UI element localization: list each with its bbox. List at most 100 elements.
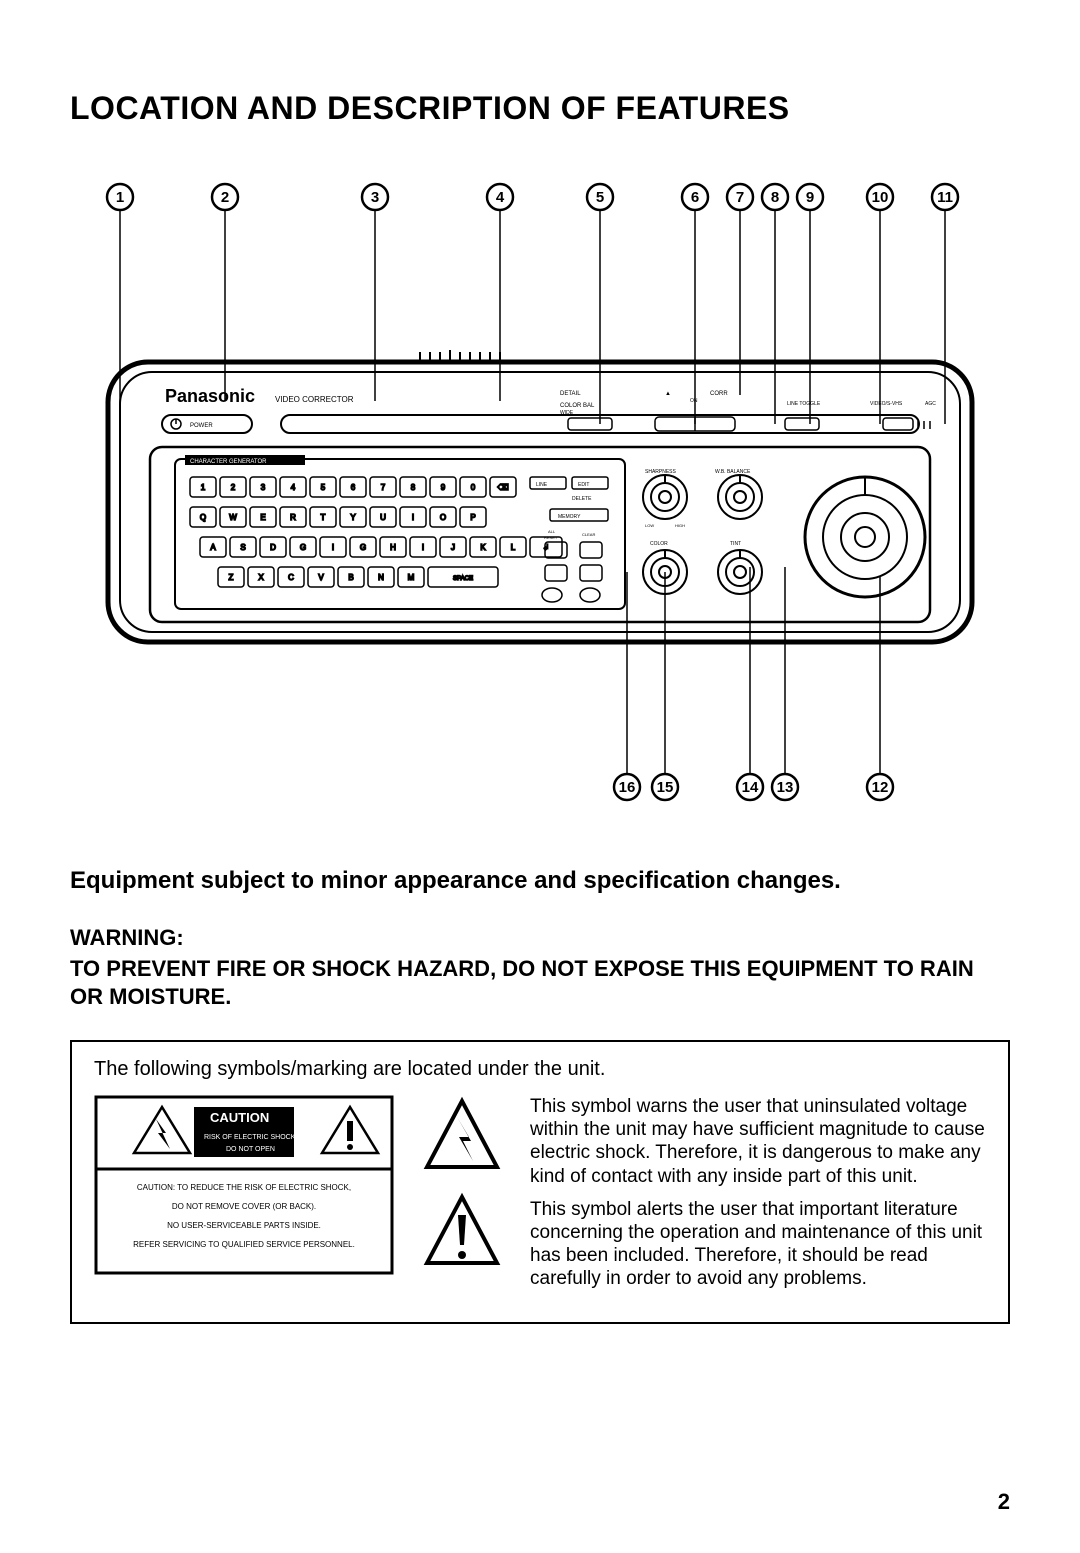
svg-text:C: C (288, 573, 294, 582)
svg-text:DETAIL: DETAIL (560, 391, 581, 397)
svg-text:8: 8 (771, 189, 779, 206)
svg-text:COLOR BAL: COLOR BAL (560, 403, 595, 409)
page-title: LOCATION AND DESCRIPTION OF FEATURES (70, 90, 1010, 127)
svg-text:I: I (332, 543, 334, 552)
svg-text:8: 8 (411, 483, 416, 492)
svg-text:T: T (321, 513, 326, 522)
svg-text:VIDEO/S-VHS: VIDEO/S-VHS (870, 401, 903, 407)
svg-text:REFER SERVICING TO QUALIFIED S: REFER SERVICING TO QUALIFIED SERVICE PER… (133, 1240, 355, 1249)
svg-text:15: 15 (657, 779, 674, 796)
svg-text:CORR: CORR (710, 391, 728, 397)
svg-text:CHARACTER GENERATOR: CHARACTER GENERATOR (190, 459, 267, 465)
svg-text:A: A (210, 543, 216, 552)
device-diagram: 1234567891011 (70, 177, 1010, 817)
appearance-note: Equipment subject to minor appearance an… (70, 867, 1010, 895)
svg-text:EDIT: EDIT (578, 482, 589, 488)
svg-text:1: 1 (116, 189, 124, 206)
svg-text:11: 11 (937, 189, 953, 206)
svg-text:POWER: POWER (190, 423, 213, 429)
svg-text:ALL: ALL (548, 529, 556, 534)
svg-text:V: V (318, 573, 324, 582)
svg-text:I: I (422, 543, 424, 552)
svg-text:LINE TOGGLE: LINE TOGGLE (787, 401, 821, 407)
svg-text:4: 4 (291, 483, 296, 492)
svg-text:Panasonic: Panasonic (165, 386, 255, 406)
svg-text:Z: Z (229, 573, 234, 582)
svg-text:HIGH: HIGH (675, 523, 685, 528)
svg-text:CAUTION: TO REDUCE THE RISK OF: CAUTION: TO REDUCE THE RISK OF ELECTRIC … (137, 1183, 351, 1192)
svg-text:W.B. BALANCE: W.B. BALANCE (715, 469, 751, 475)
caution-label-block: CAUTION RISK OF ELECTRIC SHOCK DO NOT OP… (94, 1095, 394, 1275)
svg-text:K: K (480, 543, 486, 552)
svg-text:DELETE: DELETE (572, 496, 592, 502)
svg-text:D: D (270, 543, 276, 552)
alert-triangle-icon (419, 1191, 505, 1269)
svg-text:WIDE: WIDE (560, 410, 574, 416)
svg-text:2: 2 (221, 189, 229, 206)
svg-text:W: W (229, 513, 237, 522)
svg-text:G: G (360, 543, 366, 552)
svg-text:SHARPNESS: SHARPNESS (645, 469, 677, 475)
svg-text:6: 6 (691, 189, 699, 206)
svg-text:DO NOT REMOVE COVER (OR BACK).: DO NOT REMOVE COVER (OR BACK). (172, 1202, 316, 1211)
svg-text:H: H (390, 543, 396, 552)
svg-text:U: U (380, 513, 386, 522)
svg-text:TINT: TINT (730, 541, 741, 547)
svg-text:E: E (260, 513, 265, 522)
svg-text:Y: Y (350, 513, 356, 522)
svg-text:B: B (348, 573, 353, 582)
svg-text:5: 5 (321, 483, 326, 492)
symbols-intro: The following symbols/marking are locate… (94, 1058, 986, 1081)
svg-text:VIDEO CORRECTOR: VIDEO CORRECTOR (275, 395, 354, 404)
svg-text:12: 12 (872, 779, 889, 796)
symbols-box: The following symbols/marking are locate… (70, 1040, 1010, 1324)
svg-text:SPACE: SPACE (453, 576, 473, 582)
svg-text:G: G (300, 543, 306, 552)
shock-triangle-icon (419, 1095, 505, 1173)
svg-text:RESET: RESET (544, 535, 558, 540)
svg-text:Q: Q (200, 513, 206, 522)
svg-text:▲: ▲ (665, 391, 671, 397)
svg-text:AGC: AGC (925, 401, 936, 407)
svg-text:R: R (290, 513, 296, 522)
svg-text:6: 6 (351, 483, 356, 492)
svg-text:LOW: LOW (645, 523, 654, 528)
svg-text:9: 9 (441, 483, 446, 492)
svg-text:X: X (258, 573, 264, 582)
svg-text:7: 7 (736, 189, 744, 206)
svg-text:ON: ON (690, 398, 698, 404)
svg-text:N: N (378, 573, 384, 582)
svg-text:4: 4 (496, 189, 505, 206)
svg-text:0: 0 (471, 483, 476, 492)
svg-text:COLOR: COLOR (650, 541, 668, 547)
svg-text:CAUTION: CAUTION (210, 1110, 269, 1125)
svg-text:CLEAR: CLEAR (582, 532, 595, 537)
svg-text:O: O (440, 513, 446, 522)
svg-text:J: J (451, 543, 455, 552)
svg-text:3: 3 (371, 189, 379, 206)
svg-text:DO NOT OPEN: DO NOT OPEN (226, 1146, 275, 1153)
warning-heading: WARNING: (70, 925, 1010, 951)
svg-text:S: S (240, 543, 245, 552)
warning-body: TO PREVENT FIRE OR SHOCK HAZARD, DO NOT … (70, 955, 1010, 1010)
svg-text:10: 10 (872, 189, 889, 206)
svg-text:LINE: LINE (536, 482, 548, 488)
alert-symbol-text: This symbol alerts the user that importa… (530, 1198, 986, 1291)
svg-text:NO USER-SERVICEABLE PARTS INSI: NO USER-SERVICEABLE PARTS INSIDE. (167, 1221, 321, 1230)
svg-text:⌫: ⌫ (497, 483, 508, 492)
svg-text:M: M (408, 573, 415, 582)
svg-text:7: 7 (381, 483, 386, 492)
svg-text:16: 16 (619, 779, 636, 796)
page-number: 2 (998, 1489, 1010, 1515)
svg-text:2: 2 (231, 483, 236, 492)
svg-text:RISK OF ELECTRIC SHOCK: RISK OF ELECTRIC SHOCK (204, 1134, 296, 1141)
svg-text:9: 9 (806, 189, 814, 206)
svg-text:3: 3 (261, 483, 266, 492)
shock-symbol-text: This symbol warns the user that uninsula… (530, 1095, 986, 1188)
svg-text:5: 5 (596, 189, 604, 206)
svg-text:13: 13 (777, 779, 794, 796)
svg-text:↲: ↲ (543, 543, 550, 552)
svg-text:MEMORY: MEMORY (558, 514, 581, 520)
svg-text:P: P (470, 513, 475, 522)
svg-text:L: L (511, 543, 516, 552)
